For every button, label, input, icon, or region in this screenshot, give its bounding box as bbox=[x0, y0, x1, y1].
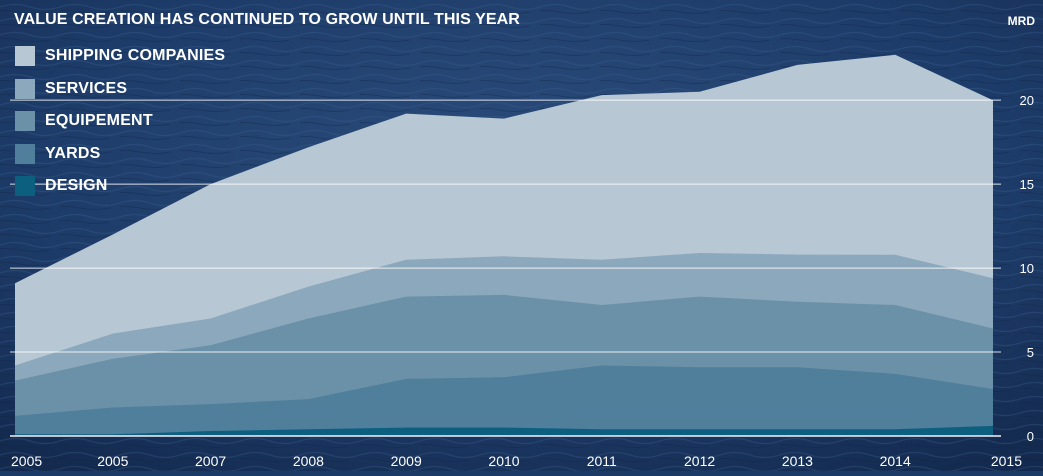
legend-swatch bbox=[15, 143, 35, 164]
legend-label: DESIGN bbox=[45, 177, 108, 195]
area-yards bbox=[15, 365, 993, 436]
y-tick-label: 10 bbox=[1020, 261, 1034, 276]
legend-swatch bbox=[15, 176, 35, 197]
y-tick-label: 20 bbox=[1020, 93, 1034, 108]
legend-swatch bbox=[15, 46, 35, 67]
legend-label: EQUIPEMENT bbox=[45, 112, 153, 130]
y-tick-label: 15 bbox=[1020, 177, 1034, 192]
chart-title: VALUE CREATION HAS CONTINUED TO GROW UNT… bbox=[14, 11, 520, 28]
area-design bbox=[15, 425, 993, 436]
legend-item-design: DESIGN bbox=[15, 170, 225, 203]
legend-swatch bbox=[15, 111, 35, 132]
x-tick-label: 2013 bbox=[782, 453, 813, 469]
legend-item-yards: YARDS bbox=[15, 138, 225, 171]
y-axis-ticks: 0 5 10 15 20 bbox=[1020, 93, 1034, 444]
x-tick-label: 2007 bbox=[195, 453, 226, 469]
y-tick-label: 5 bbox=[1027, 345, 1034, 360]
legend-item-equipement: EQUIPEMENT bbox=[15, 105, 225, 138]
x-tick-label: 2015 bbox=[991, 453, 1022, 469]
gridlines bbox=[10, 99, 1001, 437]
area-layers bbox=[15, 54, 993, 437]
x-tick-label: 2010 bbox=[488, 453, 519, 469]
legend-item-shipping-companies: SHIPPING COMPANIES bbox=[15, 40, 225, 73]
legend-label: YARDS bbox=[45, 144, 101, 162]
legend-swatch bbox=[15, 78, 35, 99]
legend: SHIPPING COMPANIES SERVICES EQUIPEMENT YARD… bbox=[15, 40, 225, 203]
x-tick-label: 2009 bbox=[391, 453, 422, 469]
x-tick-label: 2012 bbox=[684, 453, 715, 469]
y-tick-label: 0 bbox=[1027, 429, 1034, 444]
legend-item-services: SERVICES bbox=[15, 73, 225, 106]
x-tick-label: 2008 bbox=[293, 453, 324, 469]
legend-label: SERVICES bbox=[45, 79, 128, 97]
x-tick-label: 2005 bbox=[97, 453, 128, 469]
x-tick-label: 2014 bbox=[880, 453, 911, 469]
x-tick-label: 2005 bbox=[11, 453, 42, 469]
unit-label: MRD bbox=[1007, 14, 1035, 28]
legend-label: SHIPPING COMPANIES bbox=[45, 47, 226, 65]
x-tick-label: 2011 bbox=[587, 453, 617, 469]
x-axis-ticks: 2005 2005 2007 2008 2009 2010 2011 2012 2013 2014… bbox=[11, 453, 1022, 469]
